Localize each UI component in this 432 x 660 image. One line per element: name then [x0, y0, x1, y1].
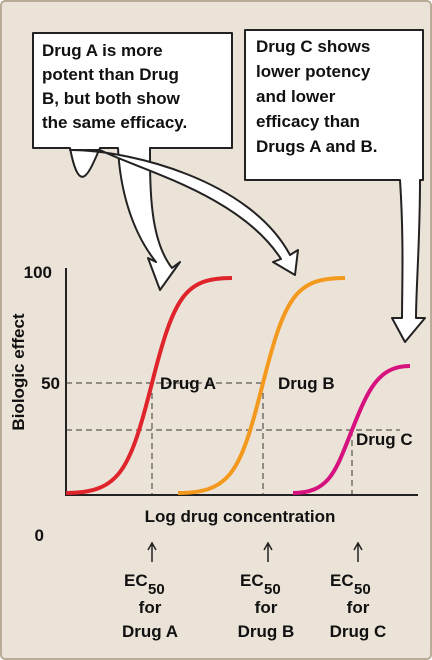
- y-tick-label: 0: [35, 526, 44, 545]
- ec50-line: for: [139, 598, 162, 617]
- ec50-subscript: 50: [264, 581, 281, 598]
- callout-line: Drugs A and B.: [256, 137, 378, 156]
- x-axis-label: Log drug concentration: [145, 507, 336, 526]
- callout-tail: [69, 149, 299, 276]
- ec50-subscript: 50: [148, 581, 165, 598]
- y-axis-label: Biologic effect: [9, 313, 28, 430]
- callout-line: efficacy than: [256, 112, 360, 131]
- callout-box: [244, 29, 426, 343]
- ec50-line: Drug B: [238, 622, 295, 641]
- curve: [177, 276, 346, 495]
- y-tick-label: 100: [24, 263, 52, 282]
- ec50-subscript: 50: [354, 581, 371, 598]
- y-tick-label: 50: [41, 374, 60, 393]
- callout-line: and lower: [256, 87, 336, 106]
- callout-text: Drug A is more potent than Drug B, but b…: [42, 37, 378, 156]
- callout-line: the same efficacy.: [42, 113, 187, 132]
- ec50-symbol: EC: [330, 571, 354, 590]
- callout-line: B, but both show: [42, 89, 181, 108]
- curve: [292, 364, 411, 495]
- curve: [65, 276, 233, 495]
- callout-line: Drug A is more: [42, 41, 163, 60]
- ec50-line: Drug C: [330, 622, 387, 641]
- ec50-line: for: [255, 598, 278, 617]
- callout-line: potent than Drug: [42, 65, 179, 84]
- curve-label: Drug C: [356, 430, 413, 449]
- ec50-arrows: [147, 541, 363, 562]
- callout-line: lower potency: [256, 62, 371, 81]
- callout-line: Drug C shows: [256, 37, 370, 56]
- ec50-symbol: EC: [124, 571, 148, 590]
- curve-label: Drug B: [278, 374, 335, 393]
- ec50-labels: EC 50 for Drug A EC 50 for Drug B EC 50 …: [122, 571, 386, 641]
- curve-label: Drug A: [160, 374, 216, 393]
- ec50-line: Drug A: [122, 622, 178, 641]
- ec50-symbol: EC: [240, 571, 264, 590]
- ec50-line: for: [347, 598, 370, 617]
